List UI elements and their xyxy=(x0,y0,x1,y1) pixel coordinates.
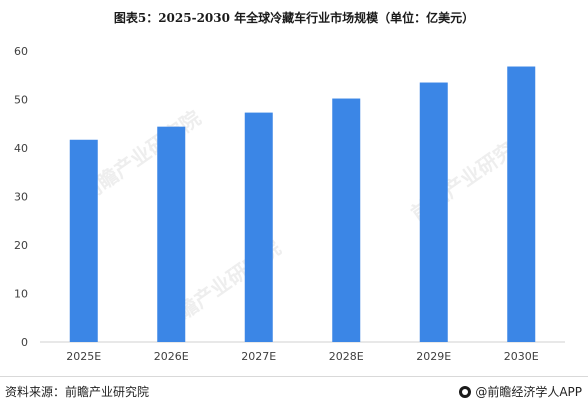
x-tick-label: 2025E xyxy=(66,350,101,363)
footer: 资料来源：前瞻产业研究院 @前瞻经济学人APP xyxy=(0,376,588,403)
bar-chart: 0 10 20 30 40 50 60 2025E 2026E 2027E 2028E 2029E 20… xyxy=(14,45,565,363)
x-tick-label: 2029E xyxy=(416,350,451,363)
x-tick-label: 2027E xyxy=(241,350,276,363)
brand-credit: @前瞻经济学人APP xyxy=(459,383,582,400)
bar-2026E xyxy=(157,126,186,342)
y-tick-label: 20 xyxy=(14,239,28,252)
source-note: 资料来源：前瞻产业研究院 xyxy=(5,385,150,399)
bar-2029E xyxy=(419,82,448,343)
y-tick-label: 60 xyxy=(14,45,28,58)
brand-text: @前瞻经济学人APP xyxy=(475,385,582,399)
bar-2030E xyxy=(507,66,536,343)
y-tick-label: 10 xyxy=(14,288,28,301)
y-tick-label: 40 xyxy=(14,142,28,155)
chart-title: 图表5：2025-2030 年全球冷藏车行业市场规模（单位：亿美元） xyxy=(113,11,475,25)
y-tick-label: 30 xyxy=(14,191,28,204)
x-tick-label: 2026E xyxy=(154,350,189,363)
x-tick-label: 2028E xyxy=(329,350,364,363)
x-tick-label: 2030E xyxy=(504,350,539,363)
y-tick-label: 0 xyxy=(21,336,28,349)
y-tick-label: 50 xyxy=(14,94,28,107)
bar-2027E xyxy=(244,112,273,342)
brand-logo-icon xyxy=(459,385,472,398)
bar-2025E xyxy=(69,139,98,342)
bar-2028E xyxy=(332,98,361,342)
